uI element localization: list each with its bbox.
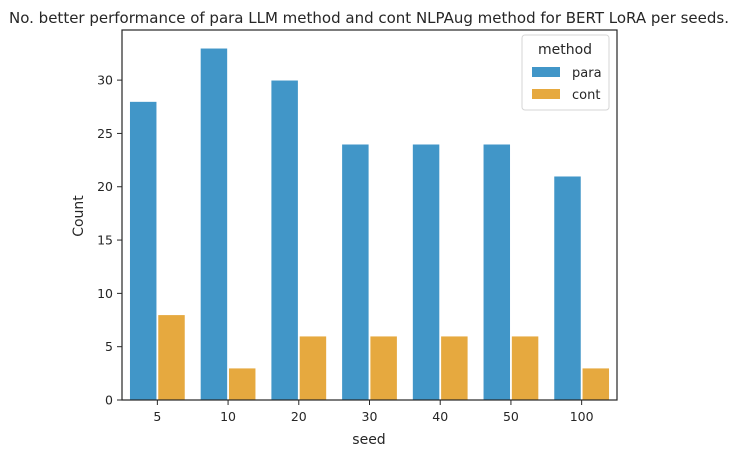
bar-para-20 — [270, 79, 299, 401]
x-tick-label-30: 30 — [362, 409, 378, 424]
x-tick-label-50: 50 — [503, 409, 519, 424]
x-tick-label-40: 40 — [432, 409, 448, 424]
bar-cont-40 — [440, 335, 469, 401]
bar-cont-5 — [157, 314, 186, 401]
bar-para-40 — [412, 143, 441, 401]
x-axis-label: seed — [352, 432, 385, 448]
x-tick-label-100: 100 — [570, 409, 594, 424]
y-tick-label-0: 0 — [105, 393, 113, 408]
y-axis-label: Count — [71, 195, 87, 237]
y-tick-label-5: 5 — [105, 339, 113, 354]
bars-group — [129, 47, 610, 401]
legend-label-cont: cont — [572, 88, 600, 103]
x-tick-label-10: 10 — [220, 409, 236, 424]
y-tick-label-25: 25 — [97, 126, 113, 141]
y-tick-label-10: 10 — [97, 286, 113, 301]
bar-cont-100 — [581, 367, 610, 401]
x-axis-ticks: 5 10 20 30 40 50 100 — [153, 400, 594, 424]
legend-swatch-cont — [532, 89, 560, 99]
legend-label-para: para — [572, 66, 602, 81]
bar-para-30 — [341, 143, 370, 401]
y-tick-label-20: 20 — [97, 179, 113, 194]
bar-cont-50 — [511, 335, 540, 401]
bar-cont-10 — [228, 367, 257, 401]
bar-para-50 — [482, 143, 511, 401]
plot-frame — [121, 29, 618, 401]
y-tick-label-15: 15 — [97, 233, 113, 248]
bar-para-10 — [199, 47, 228, 401]
x-tick-label-5: 5 — [153, 409, 161, 424]
y-tick-label-30: 30 — [97, 73, 113, 88]
legend-swatch-para — [532, 67, 560, 77]
bar-para-5 — [129, 101, 158, 401]
bar-para-100 — [553, 175, 582, 401]
x-tick-label-20: 20 — [291, 409, 307, 424]
legend-title: method — [538, 42, 592, 58]
legend: method para cont — [521, 34, 610, 111]
chart-title: No. better performance of para LLM metho… — [9, 9, 729, 27]
bar-cont-30 — [369, 335, 398, 401]
y-axis-ticks: 0 5 10 15 20 25 30 — [97, 73, 122, 408]
bar-cont-20 — [298, 335, 327, 401]
